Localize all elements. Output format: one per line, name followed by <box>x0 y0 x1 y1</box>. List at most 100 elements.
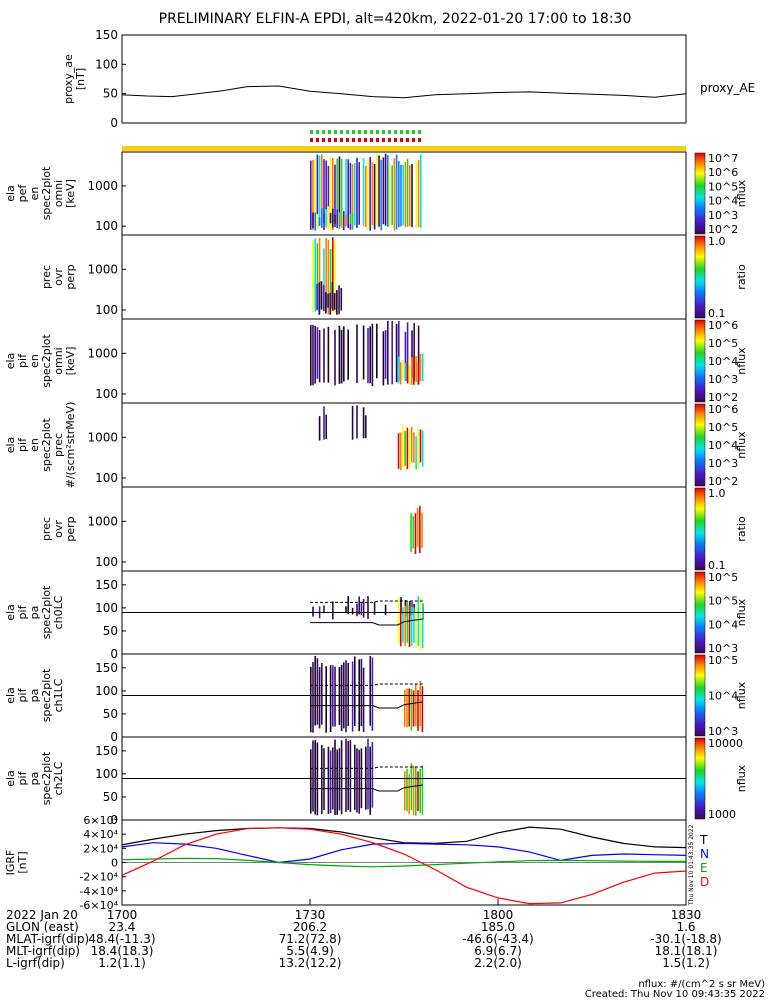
ela_pif_pa_spec2plot_ch1LC-ylabel: ch1LC <box>52 678 65 712</box>
xaxis-row-value: 71.2(72.8) <box>279 932 342 946</box>
prec_ovr_perp_1-mark <box>323 248 325 312</box>
ela_pif_pa_spec2plot_ch2LC-mark <box>421 765 424 815</box>
prec_ovr_perp_1-ytick-label: 1000 <box>87 262 118 276</box>
igrf-series-D <box>121 827 687 905</box>
ela_pif_en_spec2plot_prec-mark <box>356 405 358 439</box>
xaxis-row-value: 1700 <box>107 908 138 922</box>
ela_pif_en_spec2plot_omni-mark <box>376 323 378 379</box>
ela_pef_en_spec2plot_omni-mark <box>340 217 343 228</box>
ela_pif_en_spec2plot_prec-ylabel: prec <box>52 433 65 457</box>
prec_ovr_perp_2-colorbar-label: ratio <box>735 516 748 542</box>
xaxis-row-label: GLON (east) <box>6 920 79 934</box>
ela_pif_en_spec2plot_omni-mark <box>369 326 371 384</box>
ela_pif_pa_spec2plot_ch2LC-mark <box>358 749 360 814</box>
ela_pif_en_spec2plot_omni-ylabel: omni <box>52 347 65 374</box>
xaxis-row-value: 18.1(18.1) <box>655 944 718 958</box>
ela_pef_en_spec2plot_omni-mark <box>349 162 352 230</box>
ela_pef_en_spec2plot_omni-mark <box>312 159 314 231</box>
prec_ovr_perp_1-mark <box>318 237 321 314</box>
xaxis-row-label: 2022 Jan 20 <box>6 908 78 922</box>
ela_pif_en_spec2plot_omni-mark <box>312 324 314 386</box>
ela_pif_en_spec2plot_omni-mark <box>398 321 400 382</box>
ela_pif_pa_spec2plot_ch2LC-mark <box>338 748 341 811</box>
ela_pef_en_spec2plot_omni-mark <box>378 155 380 227</box>
ela_pif_pa_spec2plot_ch2LC-mark <box>334 739 336 815</box>
science-zone-marker <box>400 138 403 142</box>
prec_ovr_perp_1-mark <box>314 238 316 312</box>
ela_pef_en_spec2plot_omni-colorbar <box>694 152 706 235</box>
ela_pef_en_spec2plot_omni-mark <box>367 159 369 230</box>
ela_pif_en_spec2plot_prec-colorbar-tick: 10^4 <box>708 439 738 452</box>
ela_pif_en_spec2plot_omni-mark <box>415 356 417 383</box>
ela_pef_en_spec2plot_omni-mark <box>336 209 338 228</box>
igrf-legend-T: T <box>699 833 708 847</box>
science-zone-marker <box>328 130 331 134</box>
xaxis-row-value: -46.6(-43.4) <box>462 932 533 946</box>
ela_pif_en_spec2plot_omni-mark <box>406 322 409 384</box>
xaxis-row-value: 18.4(18.3) <box>91 944 154 958</box>
prec_ovr_perp_2-mark <box>416 508 419 547</box>
ela_pef_en_spec2plot_omni-mark <box>329 157 332 230</box>
ela_pif_pa_spec2plot_ch2LC-mark <box>354 744 356 810</box>
ela_pif_en_spec2plot_omni-colorbar <box>694 319 706 403</box>
ela_pef_en_spec2plot_omni-mark <box>351 164 354 223</box>
prec_ovr_perp_1-frame <box>121 234 687 320</box>
ela_pif_pa_spec2plot_ch1LC-mark <box>316 658 319 725</box>
xaxis-row-value: 206.2 <box>293 920 327 934</box>
prec_ovr_perp_2-ytick-label: 100 <box>95 555 118 569</box>
ela_pef_en_spec2plot_omni-mark <box>325 209 327 228</box>
ela_pif_pa_spec2plot_ch2LC-mark <box>404 771 406 811</box>
ela_pif_en_spec2plot_omni-mark <box>387 320 389 385</box>
ela_pif_pa_spec2plot_ch0LC-mark <box>417 596 420 647</box>
ela_pef_en_spec2plot_omni-ylabel: [keV] <box>64 179 77 208</box>
ela_pif_pa_spec2plot_ch1LC-colorbar-tick: 10^4 <box>708 690 738 703</box>
ela_pif_pa_spec2plot_ch2LC-mark <box>406 768 408 812</box>
ela_pif_pa_spec2plot_ch1LC-mark <box>362 667 365 732</box>
prec_ovr_perp_1-mark <box>320 281 323 310</box>
prec_ovr_perp_1-mark <box>316 243 319 311</box>
ela_pif_en_spec2plot_omni-mark <box>382 331 385 386</box>
ela_pef_en_spec2plot_omni-mark <box>345 159 347 227</box>
ela_pef_en_spec2plot_omni-mark <box>411 163 413 228</box>
ela_pif_pa_spec2plot_ch0LC-mark <box>419 596 422 650</box>
science-zone-marker <box>340 138 343 142</box>
ela_pef_en_spec2plot_omni-mark <box>395 154 398 230</box>
ela_pif_pa_spec2plot_ch1LC-mark <box>345 660 347 733</box>
ela_pif_pa_spec2plot_ch2LC-ylabel: ch2LC <box>52 761 65 795</box>
ela_pif_en_spec2plot_prec-colorbar-tick: 10^6 <box>708 403 738 416</box>
ela_pif_pa_spec2plot_ch0LC-mark <box>397 597 400 644</box>
prec_ovr_perp_2-colorbar-tick: 0.1 <box>708 559 726 572</box>
ela_pif_pa_spec2plot_ch2LC-colorbar-tick: 10000 <box>708 737 743 750</box>
xaxis-row-value: 2.2(2.0) <box>474 956 522 970</box>
ela_pif_en_spec2plot_omni-frame <box>121 318 687 404</box>
science-zone-marker <box>334 138 337 142</box>
igrf-series-E <box>121 857 686 868</box>
ela_pef_en_spec2plot_omni-mark <box>325 160 327 226</box>
ela_pif_pa_spec2plot_ch0LC-ytick-label: 0 <box>110 647 118 661</box>
ela_pif_pa_spec2plot_ch2LC-mark <box>340 740 343 815</box>
ela_pif_en_spec2plot_omni-ytick-label: 100 <box>95 387 118 401</box>
ela_pif_en_spec2plot_omni-mark <box>371 323 374 387</box>
ela_pif_en_spec2plot_omni-mark <box>404 331 407 381</box>
science-zone-marker <box>412 138 415 142</box>
ela_pif_pa_spec2plot_ch1LC-ytick-label: 150 <box>95 661 118 675</box>
ela_pif_pa_spec2plot_ch2LC-colorbar <box>694 737 706 820</box>
ela_pif_en_spec2plot_omni-mark <box>395 323 398 383</box>
science-zone-marker <box>412 130 415 134</box>
ela_pif_pa_spec2plot_ch1LC-mark <box>419 681 421 726</box>
ela_pif_pa_spec2plot_ch0LC-ytick-label: 100 <box>95 601 118 615</box>
science-zone-marker <box>316 130 319 134</box>
ela_pif_pa_spec2plot_ch0LC-mark <box>404 605 406 647</box>
ela_pif_en_spec2plot_prec-mark <box>415 436 417 470</box>
ela_pef_en_spec2plot_omni-mark <box>354 162 356 226</box>
science-zone-marker <box>358 138 361 142</box>
ela_pef_en_spec2plot_omni-mark <box>332 208 334 228</box>
ela_pef_en_spec2plot_omni-mark <box>409 165 411 227</box>
ela_pif_pa_spec2plot_ch2LC-mark <box>323 748 325 810</box>
xaxis-row-value: 1830 <box>671 908 702 922</box>
ela_pef_en_spec2plot_omni-mark <box>358 162 360 225</box>
science-zone-marker <box>322 138 325 142</box>
ela_pif_en_spec2plot_omni-mark <box>310 325 312 386</box>
science-zone-marker <box>376 130 379 134</box>
ela_pif_pa_spec2plot_ch0LC-mark <box>406 601 409 643</box>
